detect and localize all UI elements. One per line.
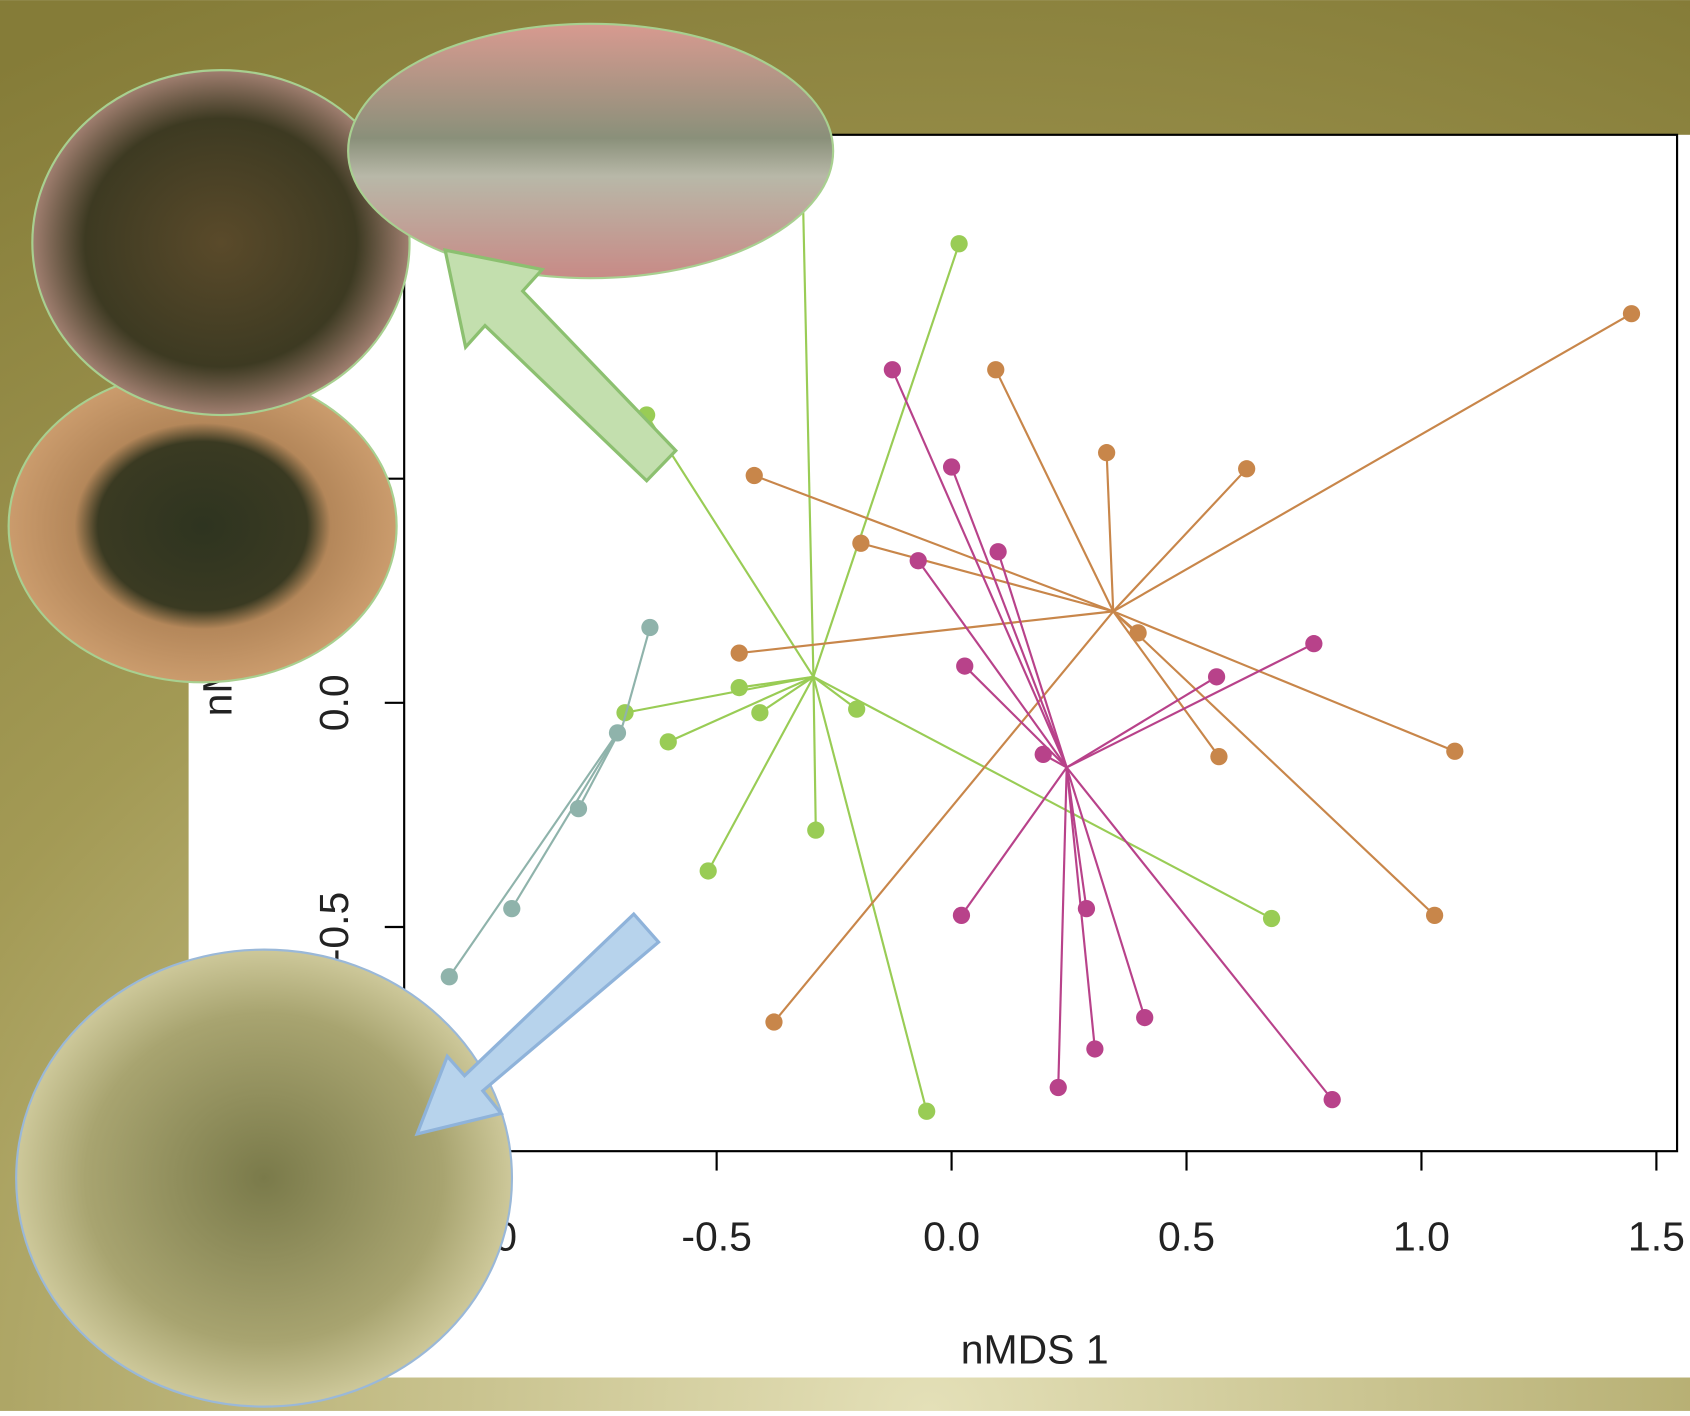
photo-trout: [347, 22, 835, 280]
photo-flatfish: [31, 69, 411, 417]
point: [1077, 900, 1096, 918]
spider-line: [1065, 766, 1334, 1101]
spider-line: [1112, 312, 1633, 613]
spider-line: [917, 560, 1068, 769]
blue-arrow: [414, 911, 661, 1137]
point: [616, 704, 634, 722]
spider-line: [1066, 642, 1315, 769]
y-tick-label: 0.0: [311, 674, 357, 731]
point: [1262, 909, 1281, 928]
point: [1446, 742, 1464, 760]
point: [1238, 460, 1256, 478]
x-axis-title: nMDS 1: [961, 1327, 1109, 1373]
spider-line: [1112, 610, 1456, 753]
spider-line: [667, 675, 814, 743]
spider-line: [739, 675, 814, 689]
point: [1129, 624, 1147, 642]
point: [1305, 635, 1323, 653]
spider-line: [812, 676, 817, 831]
point: [848, 700, 866, 718]
point: [909, 552, 927, 570]
plot: -1.0-0.50.00.51.01.5-1.0-0.50.00.51.0: [311, 174, 1685, 1259]
x-tick-label: -0.5: [681, 1213, 752, 1259]
point: [745, 466, 763, 485]
spider-line: [645, 414, 815, 678]
point: [1425, 906, 1444, 924]
point: [1049, 1078, 1067, 1097]
point: [730, 678, 748, 697]
spider-line: [960, 766, 1068, 916]
spider-line: [997, 551, 1068, 768]
photos: [7, 22, 835, 1408]
spider-line: [891, 369, 1068, 768]
point: [852, 534, 870, 552]
spider-line: [801, 183, 815, 677]
y-tick-label: -0.5: [311, 892, 357, 963]
green-arrow: [443, 248, 679, 484]
point: [1034, 745, 1052, 764]
plot-frame: [403, 133, 1679, 1153]
spider-line: [621, 627, 651, 726]
spider-line: [860, 542, 1114, 613]
point: [956, 657, 974, 675]
spider-line: [1112, 610, 1436, 917]
point: [699, 862, 717, 880]
point: [765, 1013, 783, 1031]
spider-line: [812, 675, 1273, 920]
point: [608, 724, 627, 742]
point: [1207, 668, 1226, 686]
point: [950, 235, 968, 253]
point: [1323, 1090, 1341, 1109]
x-tick-label: 0.0: [923, 1213, 980, 1259]
point: [569, 800, 588, 818]
point: [730, 644, 748, 662]
spider-line: [950, 466, 1068, 768]
photo-flounder: [7, 368, 398, 684]
point: [807, 821, 825, 839]
point: [918, 1102, 936, 1120]
spider-line: [759, 675, 815, 714]
point: [1086, 1040, 1104, 1058]
point: [942, 458, 961, 476]
spider-line: [1065, 767, 1146, 1018]
x-tick-label: 1.0: [1393, 1213, 1450, 1259]
spider-line: [753, 474, 1114, 613]
point: [751, 704, 769, 722]
point: [440, 968, 458, 986]
point: [1622, 305, 1641, 323]
x-tick-label: 0.5: [1158, 1213, 1215, 1259]
point: [989, 543, 1007, 561]
spider-line: [1066, 675, 1218, 769]
spider-line: [624, 675, 814, 714]
spider-line: [1057, 767, 1068, 1088]
point: [659, 733, 677, 751]
spider-line: [448, 724, 624, 978]
point: [952, 906, 971, 924]
point: [1210, 748, 1228, 766]
spider-line: [812, 243, 961, 678]
point: [1136, 1008, 1154, 1027]
point: [987, 361, 1005, 379]
point: [1098, 444, 1116, 462]
point: [503, 900, 521, 918]
spider-line: [812, 675, 858, 710]
spider-line: [739, 610, 1114, 655]
spider-line: [994, 369, 1115, 612]
point: [883, 361, 901, 379]
spider-line: [510, 724, 624, 910]
spider-line: [1112, 468, 1248, 613]
spider-line: [773, 610, 1115, 1023]
spider-line: [812, 676, 928, 1112]
x-tick-label: 1.5: [1628, 1213, 1685, 1259]
photo-sculpins: [15, 948, 514, 1408]
spider-line: [1105, 452, 1115, 612]
spider-line: [707, 676, 815, 872]
point: [641, 618, 659, 637]
